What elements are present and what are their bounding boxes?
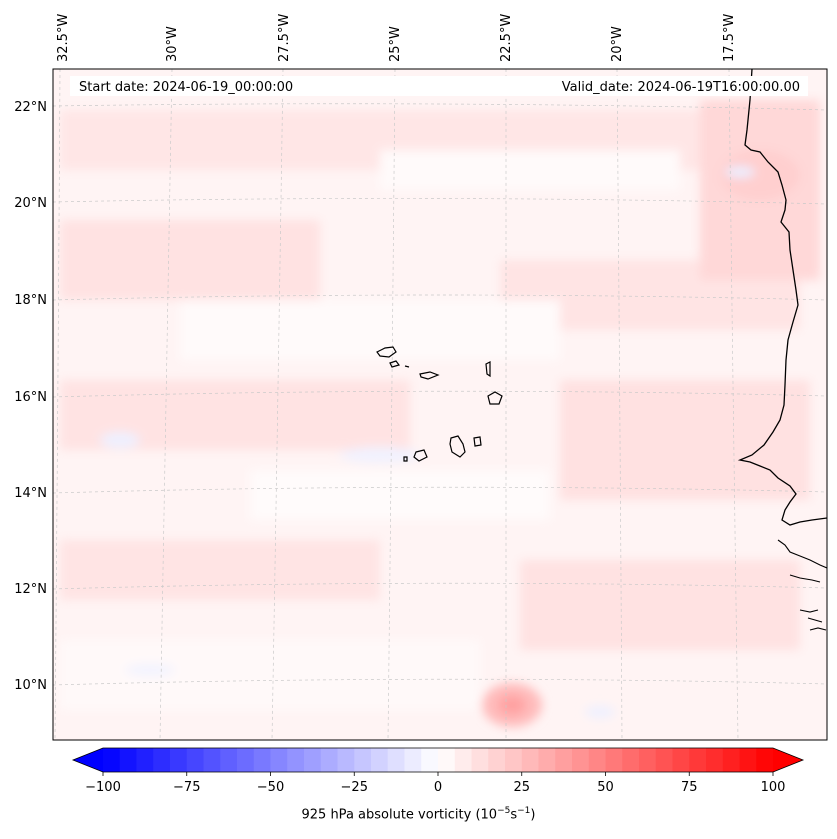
map-frame xyxy=(52,68,828,741)
lat-label-18n: 18°N xyxy=(14,293,47,308)
colorbar-segment xyxy=(555,748,573,772)
valid-date-label: Valid_date: 2024-06-19T16:00:00.00 xyxy=(562,80,800,95)
west-africa-coastline xyxy=(737,69,827,526)
start-date-label: Start date: 2024-06-19_00:00:00 xyxy=(79,80,293,95)
colorbar-segment xyxy=(203,748,221,772)
map-panel xyxy=(53,69,827,740)
colorbar-tick-label: −50 xyxy=(257,780,284,795)
colorbar-segment xyxy=(706,748,724,772)
lon-label-30w: 30°W xyxy=(165,26,180,62)
colorbar-label: 925 hPa absolute vorticity (10−5s−1) xyxy=(0,806,837,822)
colorbar-segment xyxy=(722,748,741,772)
colorbar-segment xyxy=(220,748,238,772)
colorbar-tick-label: 0 xyxy=(434,780,442,795)
lon-label-20w: 20°W xyxy=(610,26,625,62)
colorbar-extend-low xyxy=(73,748,103,772)
colorbar-label-exp2: −1 xyxy=(517,806,531,816)
colorbar-segment xyxy=(136,748,154,772)
colorbar-tick-label: 50 xyxy=(597,780,614,795)
cabo-verde-islands xyxy=(376,346,503,462)
colorbar-label-main: 925 hPa absolute vorticity (10 xyxy=(301,807,498,823)
colorbar-segment xyxy=(655,748,674,772)
colorbar-segment xyxy=(672,748,690,772)
colorbar-label-end: ) xyxy=(530,807,536,823)
colorbar-segment xyxy=(488,748,506,772)
colorbar-tick-label: −25 xyxy=(341,780,368,795)
colorbar-tick-label: 25 xyxy=(513,780,530,795)
colorbar-segment xyxy=(538,748,556,772)
coast-islands-detail xyxy=(777,539,827,631)
colorbar-ticks: −100 −75 −50 −25 0 25 50 75 100 xyxy=(85,772,785,795)
lon-label-27-5w: 27.5°W xyxy=(277,14,292,62)
colorbar-segment xyxy=(287,748,305,772)
colorbar-label-exp1: −5 xyxy=(497,806,511,816)
colorbar-extend-high xyxy=(773,748,803,772)
date-banner xyxy=(70,76,808,96)
lat-label-20n: 20°N xyxy=(14,196,47,211)
colorbar-segment xyxy=(371,748,389,772)
lat-label-14n: 14°N xyxy=(14,486,47,501)
colorbar-segment xyxy=(739,748,757,772)
colorbar-segment xyxy=(103,748,121,772)
colorbar-segment xyxy=(153,748,171,772)
colorbar-segment xyxy=(454,748,473,772)
lon-label-32-5w: 32.5°W xyxy=(56,14,71,62)
colorbar-tick-label: 100 xyxy=(761,780,786,795)
colorbar-segment xyxy=(237,748,255,772)
lat-label-22n: 22°N xyxy=(14,100,47,115)
colorbar-segment xyxy=(639,748,657,772)
colorbar-segment xyxy=(505,748,523,772)
lon-label-17-5w: 17.5°W xyxy=(722,14,737,62)
colorbar-segment xyxy=(387,748,406,772)
lon-label-25w: 25°W xyxy=(388,26,403,62)
colorbar-segment xyxy=(170,748,188,772)
colorbar-segment xyxy=(337,748,355,772)
colorbar-segment xyxy=(689,748,707,772)
colorbar-segment xyxy=(404,748,422,772)
lon-label-22-5w: 22.5°W xyxy=(499,14,514,62)
longitude-labels: 32.5°W 30°W 27.5°W 25°W 22.5°W 20°W 17.5… xyxy=(56,14,737,62)
colorbar-segment xyxy=(354,748,372,772)
colorbar-segment xyxy=(521,748,540,772)
colorbar-segment xyxy=(588,748,607,772)
colorbar-segment xyxy=(438,748,456,772)
colorbar-tick-label: −100 xyxy=(85,780,121,795)
colorbar-segment xyxy=(320,748,339,772)
colorbar-segment xyxy=(471,748,489,772)
colorbar-segment xyxy=(270,748,288,772)
colorbar-segment xyxy=(186,748,205,772)
lat-label-16n: 16°N xyxy=(14,390,47,405)
colorbar-tick-label: 75 xyxy=(681,780,698,795)
graticule xyxy=(53,69,827,740)
colorbar-segment xyxy=(605,748,623,772)
colorbar-label-mid: s xyxy=(510,807,518,823)
colorbar-segment xyxy=(253,748,272,772)
colorbar-segment xyxy=(304,748,322,772)
colorbar-segment xyxy=(572,748,590,772)
colorbar-segment xyxy=(622,748,640,772)
lat-label-10n: 10°N xyxy=(14,678,47,693)
colorbar-tick-label: −75 xyxy=(173,780,200,795)
colorbar-segment xyxy=(756,748,774,772)
colorbar xyxy=(71,747,805,773)
colorbar-segment xyxy=(421,748,439,772)
vorticity-field-shading xyxy=(60,100,820,727)
lat-label-12n: 12°N xyxy=(14,582,47,597)
latitude-labels: 22°N 20°N 18°N 16°N 14°N 12°N 10°N xyxy=(14,100,47,693)
colorbar-segment xyxy=(119,748,138,772)
